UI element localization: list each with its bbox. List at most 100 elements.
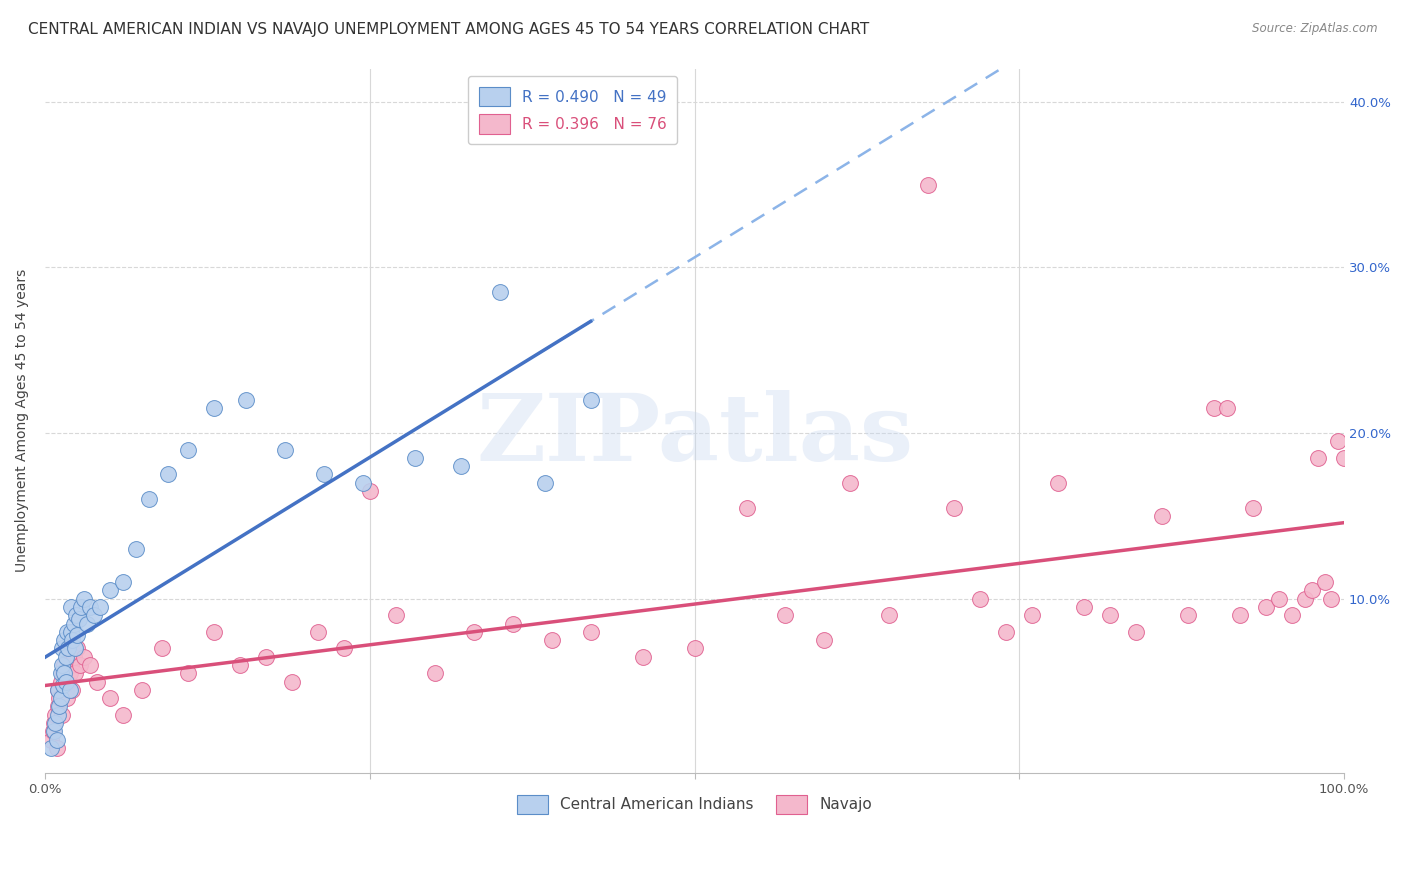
Point bbox=[63, 666, 86, 681]
Point bbox=[281, 674, 304, 689]
Y-axis label: Unemployment Among Ages 45 to 54 years: Unemployment Among Ages 45 to 54 years bbox=[15, 269, 30, 573]
Point bbox=[131, 682, 153, 697]
Point bbox=[879, 608, 901, 623]
Point bbox=[55, 641, 77, 656]
Point bbox=[66, 628, 89, 642]
Point bbox=[579, 624, 602, 639]
Point bbox=[79, 600, 101, 615]
Point bbox=[917, 178, 939, 192]
Point bbox=[98, 583, 121, 598]
Point bbox=[42, 724, 65, 739]
Point bbox=[404, 450, 426, 465]
Point bbox=[502, 616, 524, 631]
Point bbox=[56, 624, 79, 639]
Point bbox=[995, 624, 1018, 639]
Point bbox=[63, 641, 86, 656]
Point bbox=[1099, 608, 1122, 623]
Point bbox=[60, 682, 83, 697]
Point bbox=[150, 641, 173, 656]
Point bbox=[1320, 591, 1343, 606]
Point bbox=[86, 674, 108, 689]
Point bbox=[1256, 600, 1278, 615]
Point bbox=[1268, 591, 1291, 606]
Point bbox=[51, 658, 73, 673]
Point bbox=[540, 633, 562, 648]
Point bbox=[775, 608, 797, 623]
Point bbox=[48, 691, 70, 706]
Point bbox=[79, 658, 101, 673]
Point bbox=[83, 608, 105, 623]
Point bbox=[59, 666, 82, 681]
Point bbox=[66, 641, 89, 656]
Point bbox=[1216, 401, 1239, 416]
Point bbox=[177, 666, 200, 681]
Point bbox=[56, 691, 79, 706]
Point bbox=[67, 612, 90, 626]
Point bbox=[307, 624, 329, 639]
Point bbox=[1326, 434, 1348, 449]
Text: ZIPatlas: ZIPatlas bbox=[477, 390, 912, 480]
Point bbox=[55, 674, 77, 689]
Point bbox=[683, 641, 706, 656]
Point bbox=[579, 392, 602, 407]
Point bbox=[1229, 608, 1251, 623]
Point bbox=[65, 608, 87, 623]
Point bbox=[46, 699, 69, 714]
Point bbox=[59, 682, 82, 697]
Point bbox=[463, 624, 485, 639]
Point bbox=[53, 666, 76, 681]
Point bbox=[813, 633, 835, 648]
Point bbox=[53, 658, 76, 673]
Point bbox=[111, 575, 134, 590]
Point bbox=[1241, 500, 1264, 515]
Point bbox=[1308, 450, 1330, 465]
Point bbox=[59, 600, 82, 615]
Point bbox=[384, 608, 406, 623]
Point bbox=[229, 658, 252, 673]
Point bbox=[1333, 450, 1355, 465]
Point bbox=[41, 740, 63, 755]
Point bbox=[42, 716, 65, 731]
Point bbox=[76, 616, 98, 631]
Point bbox=[41, 732, 63, 747]
Point bbox=[44, 707, 66, 722]
Point bbox=[98, 691, 121, 706]
Point bbox=[177, 442, 200, 457]
Point bbox=[138, 492, 160, 507]
Point bbox=[1047, 475, 1070, 490]
Point bbox=[46, 707, 69, 722]
Point bbox=[49, 666, 72, 681]
Point bbox=[1177, 608, 1199, 623]
Point bbox=[254, 649, 277, 664]
Point bbox=[49, 674, 72, 689]
Point bbox=[53, 633, 76, 648]
Point bbox=[60, 633, 83, 648]
Point bbox=[488, 285, 510, 300]
Text: Source: ZipAtlas.com: Source: ZipAtlas.com bbox=[1253, 22, 1378, 36]
Point bbox=[45, 740, 67, 755]
Point bbox=[89, 600, 111, 615]
Point bbox=[46, 682, 69, 697]
Point bbox=[1125, 624, 1147, 639]
Point bbox=[58, 674, 80, 689]
Point bbox=[1301, 583, 1323, 598]
Point bbox=[1294, 591, 1316, 606]
Point bbox=[1281, 608, 1303, 623]
Point bbox=[111, 707, 134, 722]
Point bbox=[73, 591, 96, 606]
Legend: Central American Indians, Navajo: Central American Indians, Navajo bbox=[506, 784, 883, 825]
Point bbox=[52, 678, 75, 692]
Point bbox=[1073, 600, 1095, 615]
Point bbox=[943, 500, 966, 515]
Point bbox=[202, 401, 225, 416]
Point bbox=[125, 542, 148, 557]
Point bbox=[423, 666, 446, 681]
Point bbox=[51, 641, 73, 656]
Point bbox=[42, 724, 65, 739]
Point bbox=[62, 616, 84, 631]
Point bbox=[969, 591, 991, 606]
Point bbox=[73, 649, 96, 664]
Point bbox=[274, 442, 297, 457]
Point bbox=[839, 475, 862, 490]
Point bbox=[69, 658, 91, 673]
